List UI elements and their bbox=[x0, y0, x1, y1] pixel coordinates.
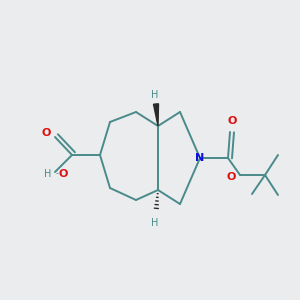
Text: O: O bbox=[227, 116, 237, 126]
Text: O: O bbox=[226, 172, 236, 182]
Text: O: O bbox=[58, 169, 68, 179]
Text: H: H bbox=[151, 218, 159, 228]
Text: O: O bbox=[42, 128, 51, 138]
Text: N: N bbox=[195, 153, 205, 163]
Text: H: H bbox=[151, 90, 159, 100]
Text: H: H bbox=[44, 169, 51, 179]
Text: -: - bbox=[56, 169, 58, 178]
Polygon shape bbox=[154, 104, 158, 126]
